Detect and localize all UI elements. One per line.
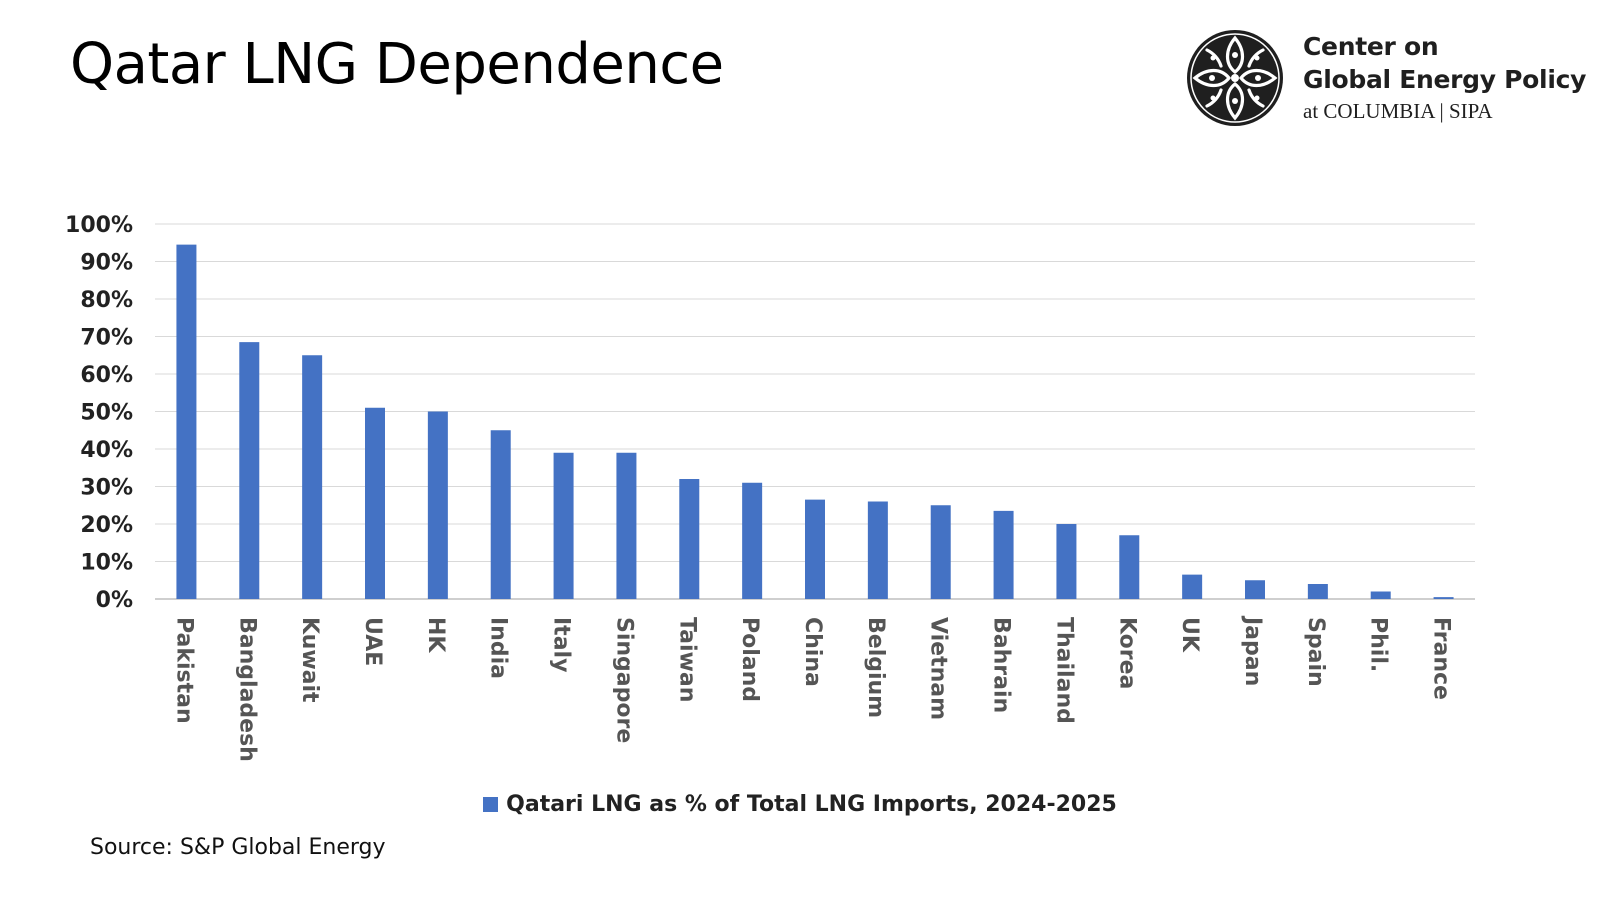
columbia-crown-seal-icon [1187,30,1283,126]
bar [365,407,385,599]
logo-line-1: Center on [1303,32,1439,61]
bar [805,499,825,599]
bar [616,452,637,599]
x-tick-label: Singapore [611,617,636,743]
source-note: Source: S&P Global Energy [90,835,386,860]
chart-legend: Qatari LNG as % of Total LNG Imports, 20… [0,792,1600,817]
x-tick-label: Phil. [1366,617,1391,672]
y-tick-label: 100% [65,213,133,238]
x-tick-label: Italy [549,617,574,672]
x-tick-label: India [486,617,511,679]
bar [427,411,448,599]
bar [1370,591,1391,599]
bar [1182,574,1203,599]
y-tick-label: 0% [96,588,133,613]
y-tick-label: 40% [80,438,133,463]
cgep-logo: Center on Global Energy Policy at COLUMB… [1185,28,1586,128]
logo-text: Center on Global Energy Policy at COLUMB… [1303,30,1586,126]
legend-label: Qatari LNG as % of Total LNG Imports, 20… [506,792,1117,817]
bar [1433,597,1454,599]
x-tick-label: Kuwait [297,617,322,703]
x-tick-label: Korea [1114,617,1139,689]
bar [1056,524,1077,599]
y-tick-label: 30% [80,476,133,501]
slide-title: Qatar LNG Dependence [70,32,724,97]
bar [930,505,951,599]
logo-line-2: Global Energy Policy [1303,65,1587,94]
y-tick-label: 70% [80,326,133,351]
x-tick-label: Bahrain [989,617,1014,713]
x-tick-label: Japan [1240,615,1265,686]
x-tick-label: Thailand [1051,617,1076,724]
x-tick-label: HK [423,617,448,653]
bar [993,510,1014,599]
bar-chart: 0% 10% 20% 30% 40% 50% 60% 70% 80% 90% 100% Pakista… [65,213,1475,762]
x-tick-label: Spain [1303,617,1328,687]
y-tick-label: 10% [80,551,133,576]
x-tick-label: Poland [737,617,762,702]
y-tick-label: 50% [80,401,133,426]
bar [239,342,260,599]
bar [1307,584,1328,599]
y-tick-label: 20% [80,513,133,538]
bar [867,501,888,599]
x-tick-label: UK [1177,617,1202,653]
bar [742,482,763,599]
x-tick-label: Belgium [863,617,888,718]
x-tick-label: France [1429,617,1454,700]
bar [176,244,197,599]
y-tick-label: 80% [80,288,133,313]
x-tick-label: UAE [360,617,385,666]
bar [1245,580,1265,599]
x-tick-label: Vietnam [926,617,951,720]
bar [553,452,574,599]
bar [302,355,323,599]
x-tick-label: Taiwan [674,617,699,702]
bar [679,479,700,599]
y-tick-label: 60% [80,363,133,388]
x-tick-label: Bangladesh [234,617,259,762]
bar [490,430,511,599]
x-tick-label: China [800,617,825,687]
x-tick-label: Pakistan [171,617,196,724]
legend-swatch [483,797,499,812]
logo-line-3: at COLUMBIA | SIPA [1303,99,1493,123]
y-tick-label: 90% [80,251,133,276]
bar [1119,535,1140,599]
